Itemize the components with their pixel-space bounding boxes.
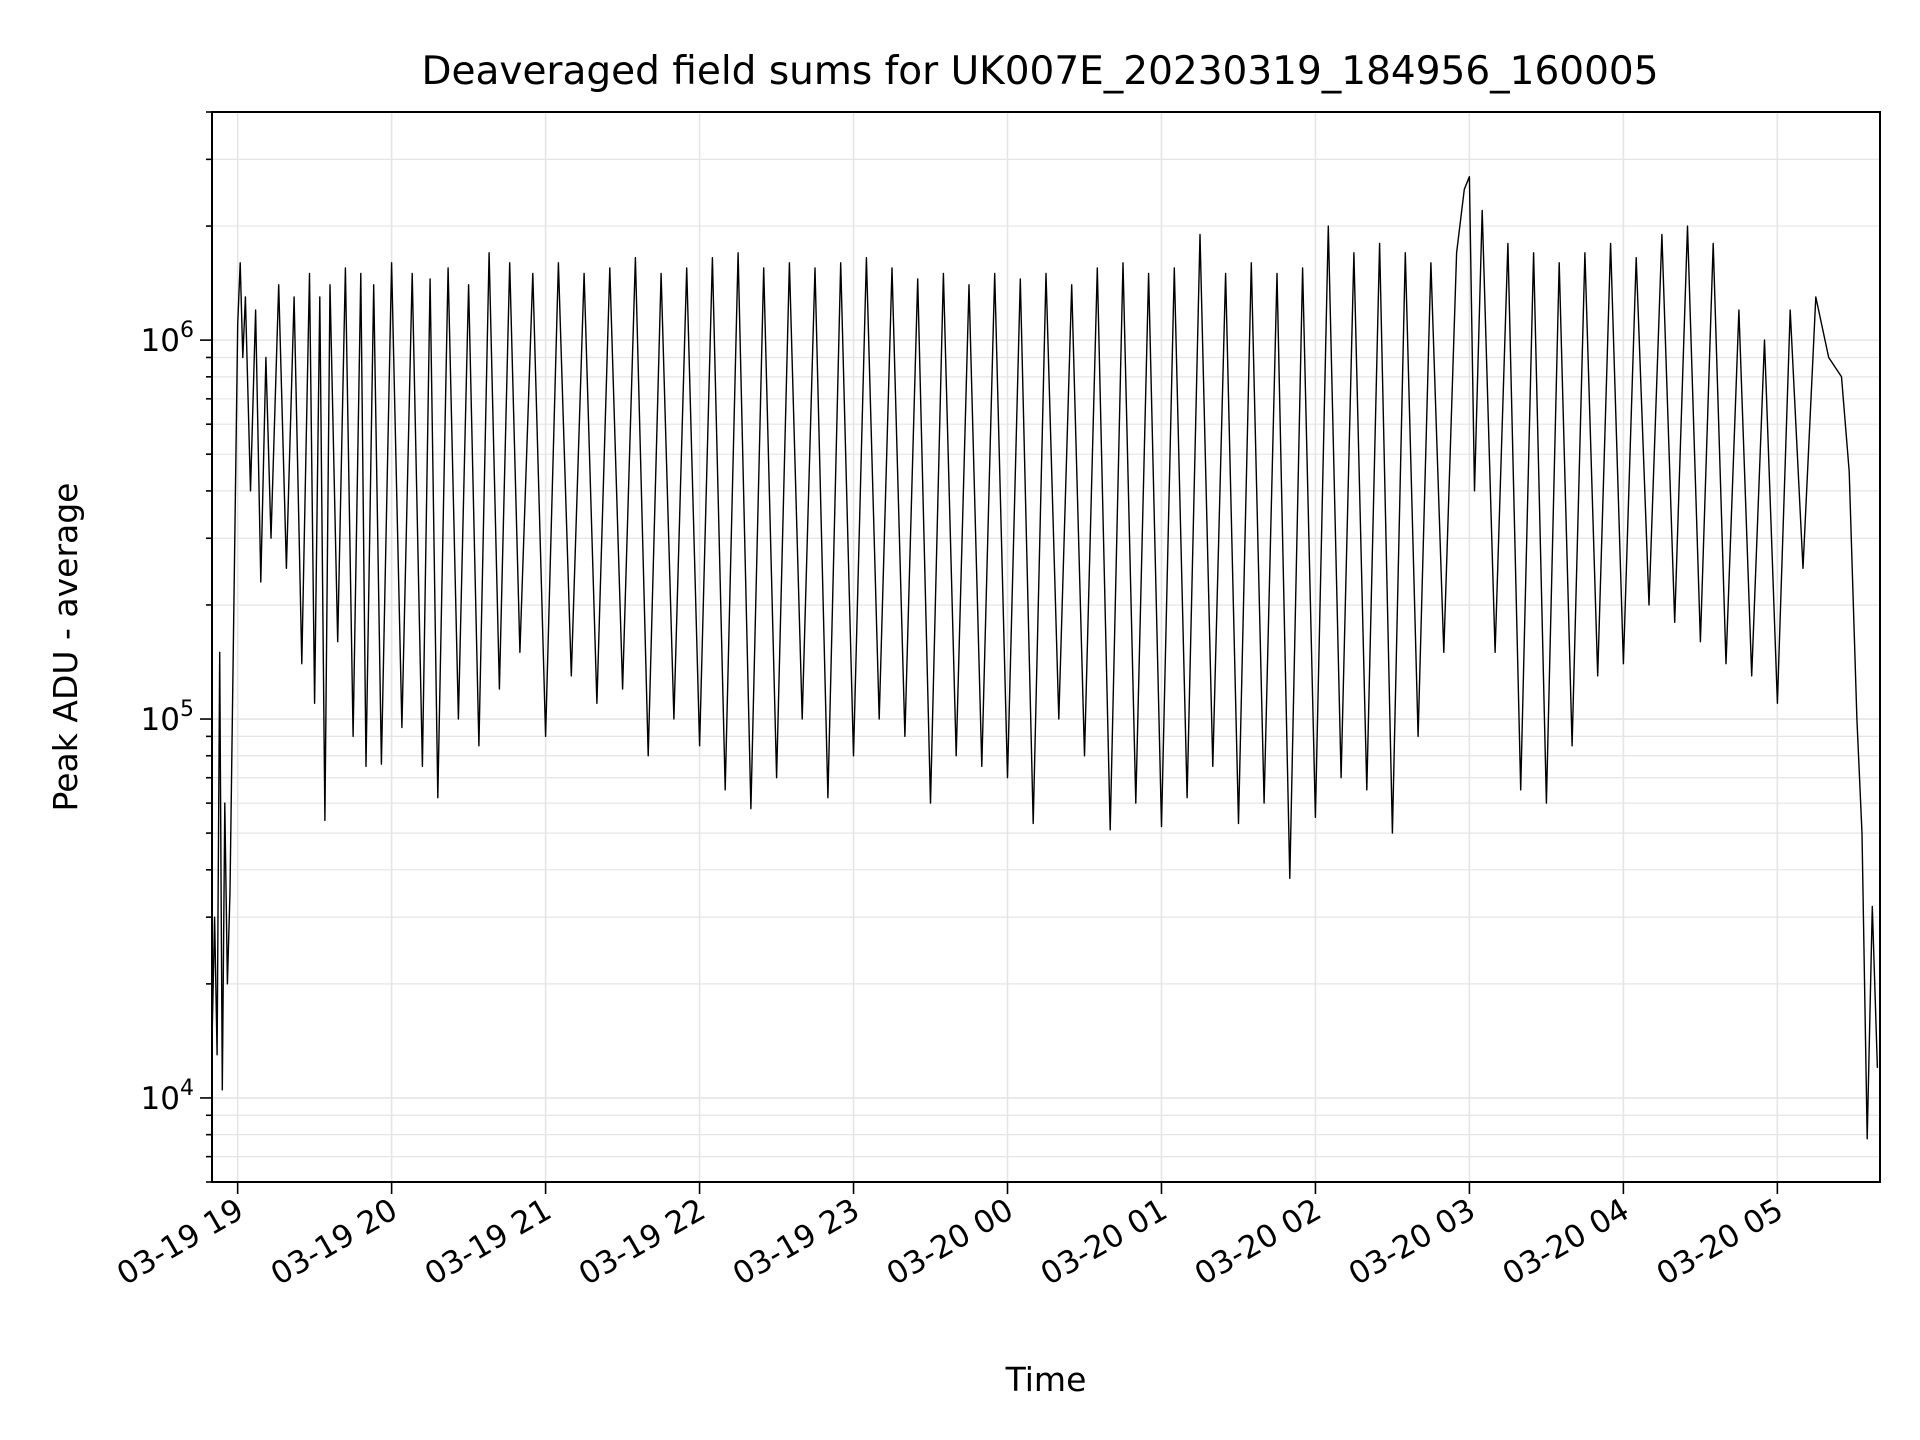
data-series [211,175,1879,1140]
y-tick-label: 106 [141,318,194,359]
chart-title: Deaveraged field sums for UK007E_2023031… [421,49,1658,94]
series-line [211,175,1879,1140]
grid [212,111,1880,1183]
x-axis-label: Time [1005,1360,1087,1399]
y-axis: 104 105 106 [141,111,212,1183]
y-tick-label: 105 [141,697,194,738]
plot-frame [211,111,1881,1183]
y-axis-label: Peak ADU - average [46,483,85,812]
y-tick-label: 104 [141,1076,194,1117]
